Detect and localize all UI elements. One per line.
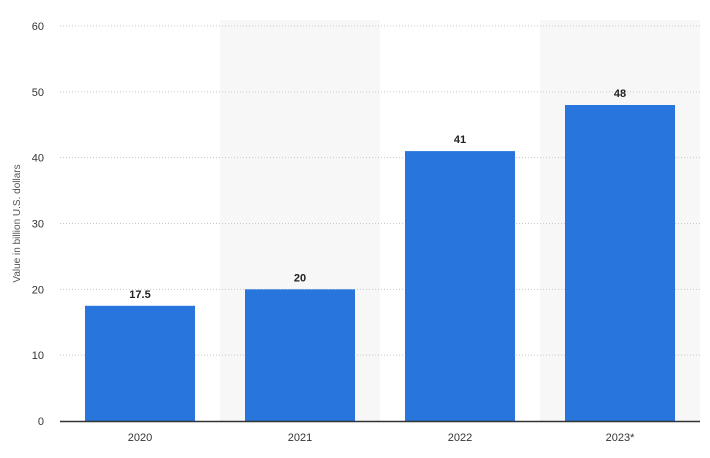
x-tick-label: 2020 xyxy=(128,432,152,444)
bar xyxy=(565,105,675,421)
bar xyxy=(405,151,515,422)
bar xyxy=(85,305,195,421)
x-tick-label: 2023* xyxy=(606,432,635,444)
y-tick-label: 50 xyxy=(32,87,44,99)
data-label: 20 xyxy=(294,272,306,284)
y-tick-label: 0 xyxy=(38,416,44,428)
y-axis-title: Value in billion U.S. dollars xyxy=(12,164,23,282)
x-axis-ticks: 2020 2021 2022 2023* xyxy=(128,432,635,444)
x-tick-label: 2021 xyxy=(288,432,312,444)
y-axis-ticks: 0 10 20 30 40 50 60 xyxy=(32,21,44,428)
y-tick-label: 20 xyxy=(32,284,44,296)
data-label: 17.5 xyxy=(129,289,150,301)
bars xyxy=(85,105,675,422)
y-tick-label: 30 xyxy=(32,219,44,231)
y-tick-label: 10 xyxy=(32,350,44,362)
data-label: 48 xyxy=(614,88,626,100)
y-tick-label: 60 xyxy=(32,21,44,33)
x-tick-label: 2022 xyxy=(448,432,472,444)
bar xyxy=(245,289,355,421)
y-tick-label: 40 xyxy=(32,153,44,165)
data-label: 41 xyxy=(454,134,466,146)
data-labels: 17.5 20 41 48 xyxy=(129,88,626,301)
